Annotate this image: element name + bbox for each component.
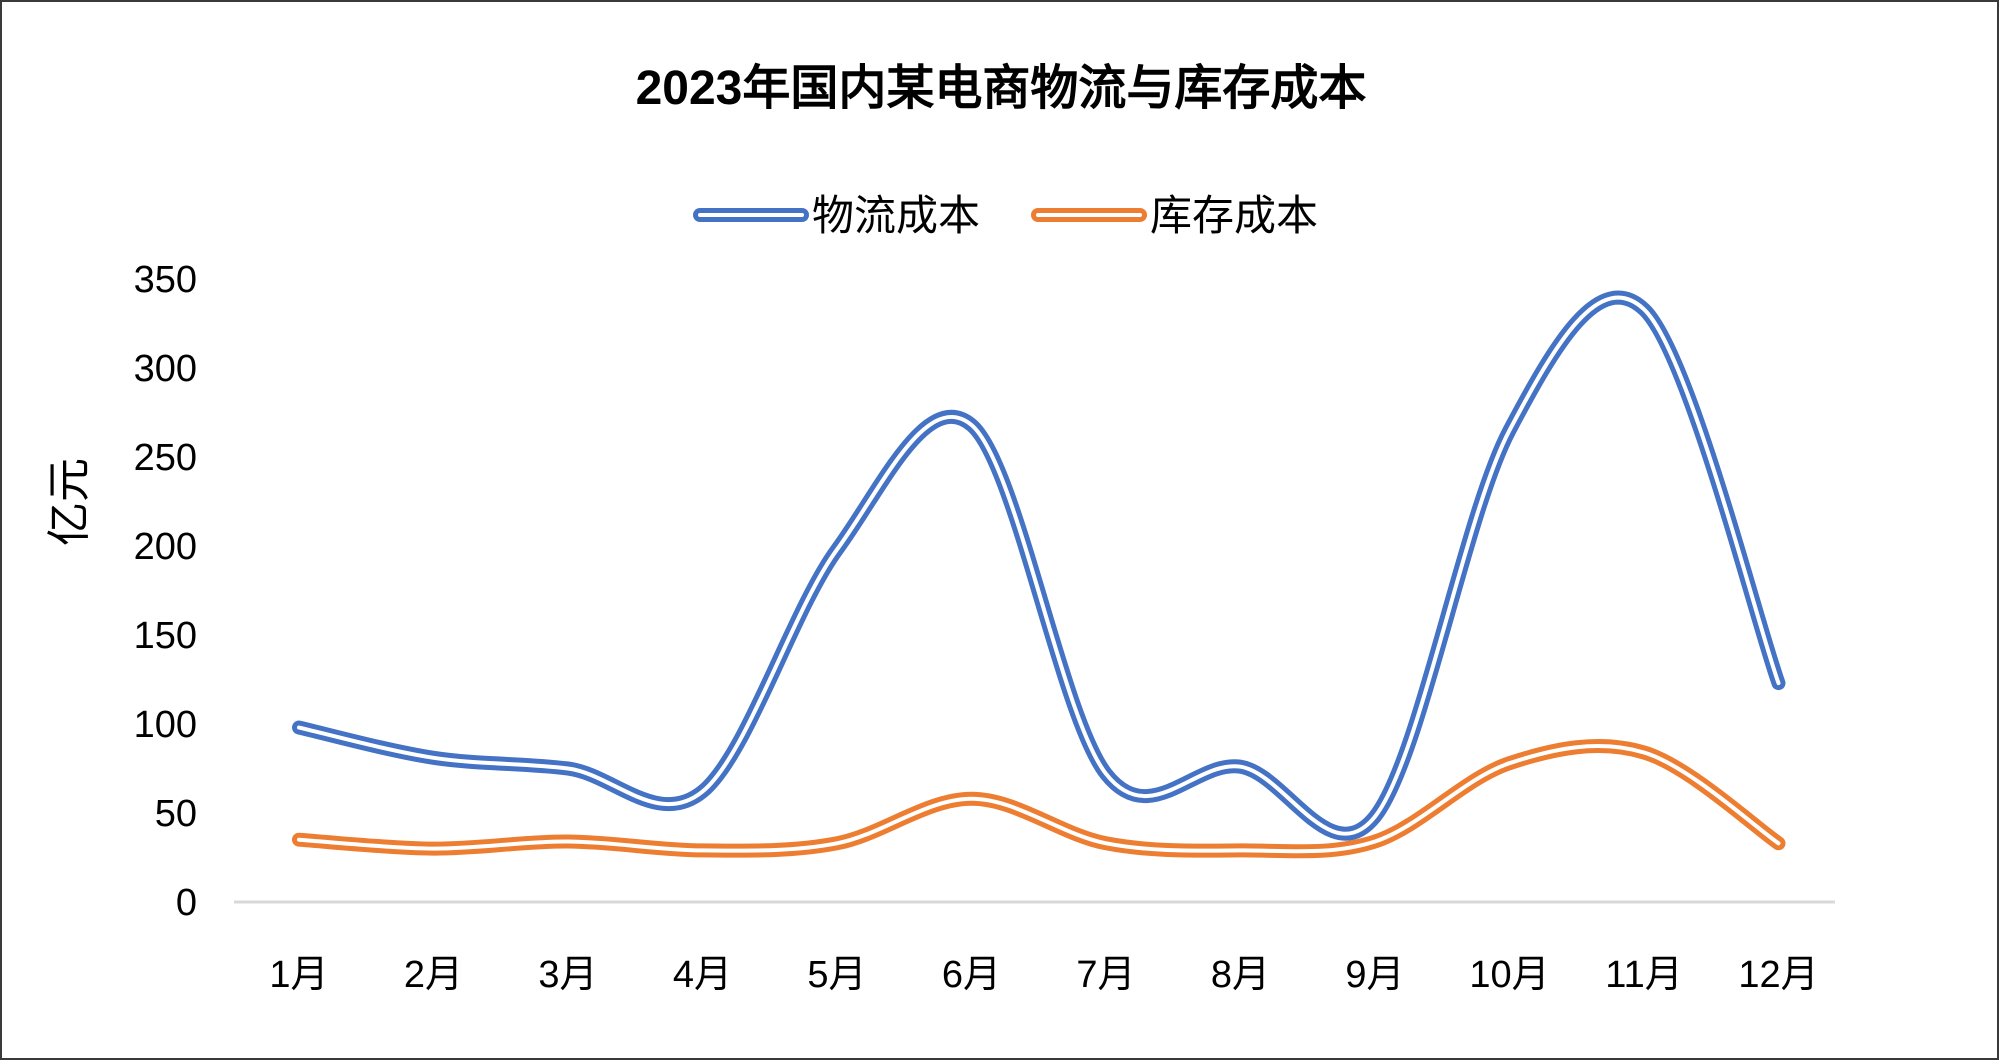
x-tick-label: 12月 — [1738, 954, 1818, 996]
x-tick-label: 9月 — [1345, 954, 1404, 996]
legend-item-logistics: 物流成本 — [700, 192, 980, 239]
y-tick-label: 200 — [134, 526, 197, 568]
x-tick-label: 7月 — [1076, 954, 1135, 996]
y-tick-label: 150 — [134, 615, 197, 657]
legend-item-inventory: 库存成本 — [1038, 192, 1318, 239]
x-tick-label: 3月 — [538, 954, 597, 996]
x-tick-label: 2月 — [404, 954, 463, 996]
x-tick-label: 10月 — [1469, 954, 1549, 996]
series-lines — [299, 298, 1779, 852]
y-tick-label: 250 — [134, 437, 197, 479]
chart-title: 2023年国内某电商物流与库存成本 — [636, 62, 1367, 115]
y-tick-label: 50 — [155, 793, 197, 835]
y-axis-label: 亿元 — [44, 458, 95, 546]
y-tick-label: 300 — [134, 348, 197, 390]
x-tick-label: 6月 — [942, 954, 1001, 996]
y-axis-ticks: 0 50 100 150 200 250 300 350 — [134, 259, 197, 924]
y-tick-label: 100 — [134, 704, 197, 746]
x-tick-label: 11月 — [1605, 954, 1682, 996]
legend-label-logistics: 物流成本 — [812, 192, 980, 239]
x-tick-label: 8月 — [1211, 954, 1270, 996]
legend: 物流成本 库存成本 — [700, 192, 1318, 239]
y-tick-label: 0 — [176, 882, 197, 924]
y-tick-label: 350 — [134, 259, 197, 301]
legend-label-inventory: 库存成本 — [1150, 192, 1318, 239]
x-axis-ticks: 1月 2月 3月 4月 5月 6月 7月 8月 9月 10月 11月 12月 — [269, 954, 1818, 996]
x-tick-label: 4月 — [673, 954, 732, 996]
x-tick-label: 1月 — [269, 954, 328, 996]
x-tick-label: 5月 — [807, 954, 866, 996]
